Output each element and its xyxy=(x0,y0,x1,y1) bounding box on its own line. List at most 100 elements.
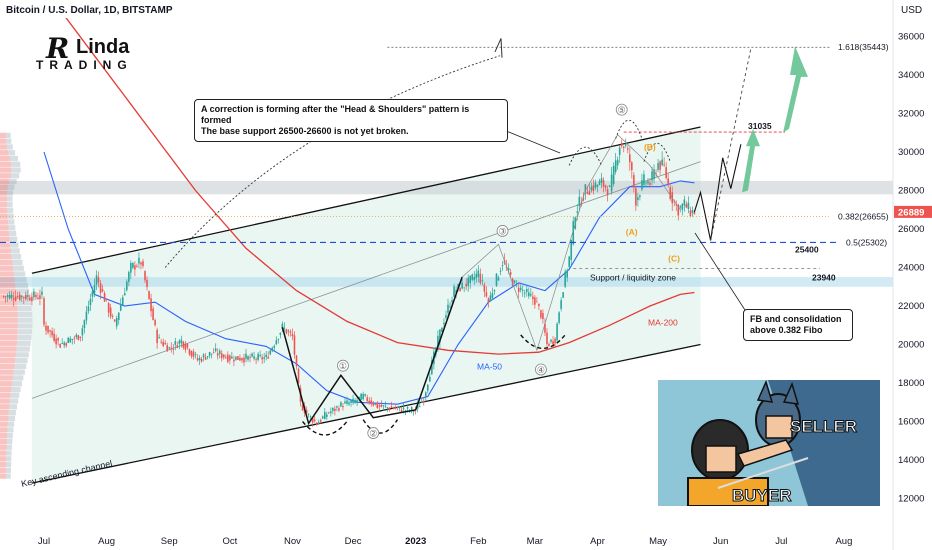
candle-body xyxy=(659,161,661,170)
volume-profile-sell xyxy=(0,381,13,387)
y-tick-label: 12000 xyxy=(898,494,924,505)
candle-body xyxy=(420,401,423,403)
candle-body xyxy=(489,295,492,302)
volume-profile-sell xyxy=(0,144,8,150)
volume-profile-sell xyxy=(0,461,7,468)
candle-body xyxy=(402,407,405,410)
volume-profile-sell xyxy=(0,433,8,439)
volume-profile-sell xyxy=(0,334,18,341)
volume-profile-buy xyxy=(6,438,13,445)
candle-body xyxy=(497,277,500,281)
candle-body xyxy=(513,280,516,283)
candle-body xyxy=(220,353,223,359)
candle-body xyxy=(334,408,336,411)
y-tick-label: 16000 xyxy=(898,417,924,428)
volume-profile-buy xyxy=(6,461,12,468)
volume-profile-buy xyxy=(17,306,32,312)
candle-body xyxy=(39,295,41,299)
candle-body xyxy=(410,406,413,410)
volume-profile-buy xyxy=(7,184,15,190)
volume-profile-buy xyxy=(7,219,15,225)
trend-arc-head xyxy=(494,38,503,58)
candle-body xyxy=(281,323,284,330)
candle-body xyxy=(564,271,566,287)
candle-body xyxy=(204,357,207,360)
candle-body xyxy=(406,406,409,409)
symbol-title: Bitcoin / U.S. Dollar, 1D, BITSTAMP xyxy=(6,5,173,16)
candle-body xyxy=(643,174,645,185)
candle-body xyxy=(51,330,53,336)
volume-profile-buy xyxy=(5,473,11,479)
candle-body xyxy=(350,400,352,403)
candle-body xyxy=(103,293,106,302)
candle-body xyxy=(152,308,154,320)
volume-profile-buy xyxy=(7,207,14,214)
candle-body xyxy=(111,315,114,317)
volume-profile-buy xyxy=(16,288,30,294)
candle-body xyxy=(534,297,536,305)
candle-body xyxy=(61,343,63,344)
wave-b-label: (B) xyxy=(644,142,656,152)
candle-body xyxy=(27,295,29,297)
candle-body xyxy=(614,160,617,172)
candle-body xyxy=(301,405,304,411)
candle-body xyxy=(109,307,112,317)
candle-body xyxy=(624,143,627,146)
candle-body xyxy=(412,411,415,412)
candle-body xyxy=(168,347,171,349)
volume-profile-sell xyxy=(0,178,10,185)
candle-body xyxy=(132,262,134,268)
candle-body xyxy=(138,257,140,264)
candle-body xyxy=(455,290,457,293)
candle-body xyxy=(18,294,21,300)
candle-body xyxy=(126,281,128,291)
volume-profile-sell xyxy=(0,150,9,156)
level-31035-label: 31035 xyxy=(748,121,772,131)
candle-body xyxy=(218,350,221,354)
volume-profile-sell xyxy=(0,242,11,248)
candle-body xyxy=(447,304,449,313)
candle-body xyxy=(65,343,68,346)
candle-body xyxy=(307,413,310,415)
wave-marker-circle xyxy=(337,359,349,372)
candle-body xyxy=(245,353,247,359)
volume-profile-sell xyxy=(0,369,14,375)
y-tick-label: 32000 xyxy=(898,109,924,120)
candle-body xyxy=(558,312,560,323)
volume-profile-buy xyxy=(10,173,20,179)
candle-body xyxy=(148,291,150,300)
candle-body xyxy=(582,197,585,201)
candle-body xyxy=(172,348,175,350)
candle-body xyxy=(257,353,259,360)
volume-profile-sell xyxy=(0,173,11,179)
candle-body xyxy=(441,327,443,332)
candle-body xyxy=(657,163,659,170)
candle-body xyxy=(79,336,82,338)
wave-a-label: (A) xyxy=(626,227,638,237)
candle-body xyxy=(491,293,494,298)
candle-body xyxy=(267,356,270,359)
candle-body xyxy=(370,400,373,405)
candle-body xyxy=(612,165,615,185)
candle-body xyxy=(121,297,124,305)
volume-profile-sell xyxy=(0,473,6,479)
volume-profile-buy xyxy=(15,352,29,358)
volume-profile-sell xyxy=(0,265,14,271)
candle-body xyxy=(515,283,518,285)
candle-body xyxy=(25,294,27,300)
candle-body xyxy=(519,287,522,291)
candle-body xyxy=(166,345,169,352)
candle-body xyxy=(319,420,322,422)
candle-body xyxy=(81,328,84,336)
candle-body xyxy=(457,283,459,289)
candle-body xyxy=(626,148,629,150)
candle-body xyxy=(206,356,209,357)
x-tick-label: Feb xyxy=(470,536,486,547)
x-tick-label: Nov xyxy=(284,536,301,547)
candle-body xyxy=(687,202,690,209)
volume-profile-sell xyxy=(0,219,8,225)
candle-body xyxy=(358,396,360,399)
candle-body xyxy=(530,293,532,296)
candle-body xyxy=(309,416,312,418)
